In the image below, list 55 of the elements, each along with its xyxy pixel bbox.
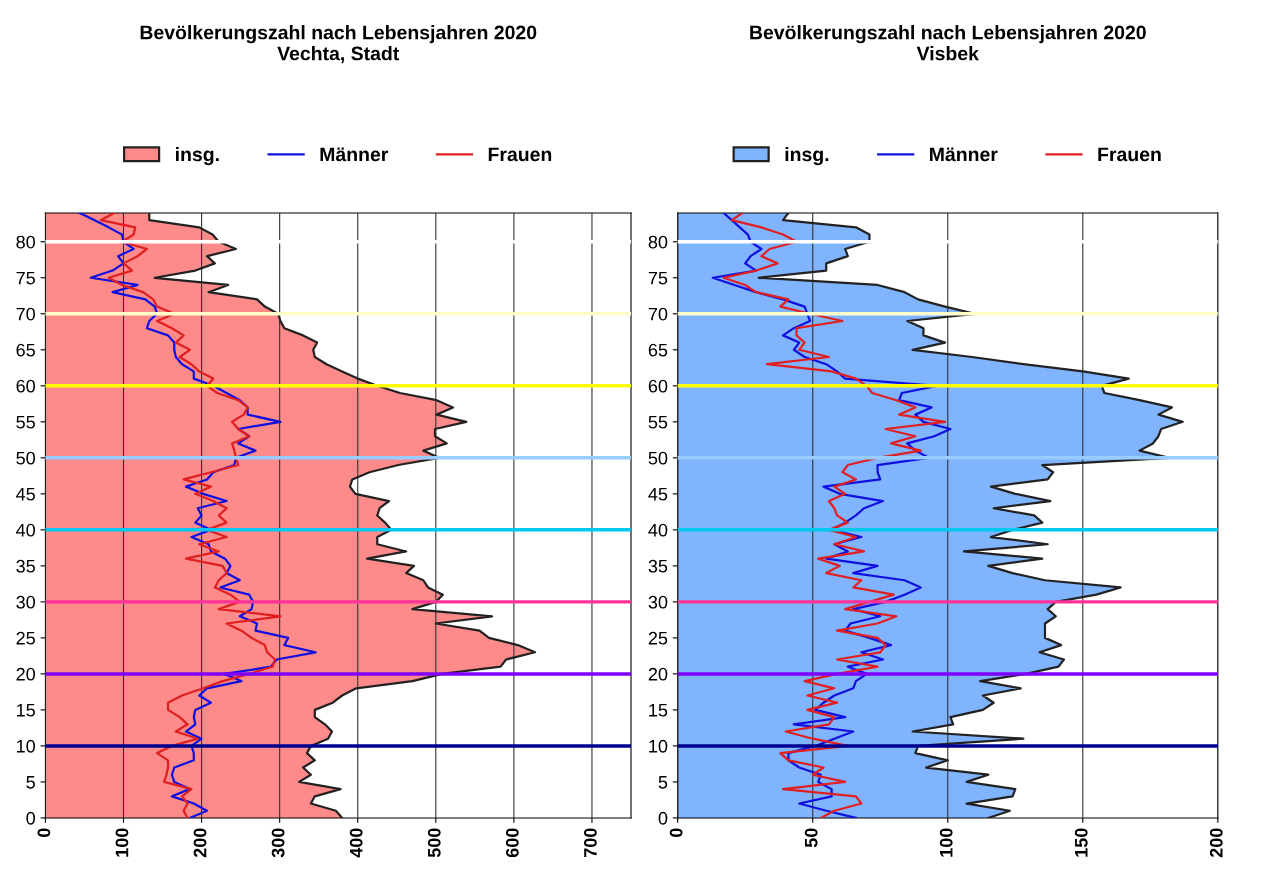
x-tick-label: 700 [584,828,597,858]
x-tick-label: 300 [271,828,285,858]
legend-label: Männer [320,147,389,162]
y-tick-label: 5 [658,776,668,789]
y-tick-label: 50 [648,451,668,465]
x-tick-label: 100 [115,828,129,857]
y-tick-label: 0 [658,811,668,825]
legend-label: insg. [785,146,829,166]
y-tick-label: 15 [649,704,668,717]
y-tick-label: 30 [16,595,36,609]
y-tick-label: 0 [26,811,35,825]
y-tick-label: 20 [16,667,36,681]
y-tick-label: 80 [648,235,668,249]
y-tick-label: 75 [16,271,35,285]
y-tick-label: 10 [649,739,668,753]
x-tick-label: 200 [1209,828,1223,858]
y-tick-label: 55 [648,415,668,429]
y-tick-label: 80 [16,235,36,249]
x-tick-label: 500 [427,828,441,858]
y-tick-label: 10 [17,739,36,753]
y-tick-label: 20 [648,667,668,681]
y-tick-label: 40 [648,523,668,537]
y-tick-label: 35 [16,559,35,573]
x-tick-label: 150 [1074,828,1088,857]
y-tick-label: 40 [16,523,36,537]
y-tick-label: 65 [16,343,35,357]
y-tick-label: 60 [648,379,668,393]
y-tick-label: 45 [16,487,35,501]
y-tick-label: 55 [16,415,35,429]
chart-title: Bevölkerungszahl nach Lebensjahren 2020 Vechta, Stadt [140,25,537,64]
y-tick-label: 75 [648,271,668,285]
legend-label: Frauen [488,147,552,162]
x-tick-label: 50 [804,828,818,848]
y-tick-label: 25 [16,631,35,645]
y-tick-label: 15 [17,704,35,717]
y-tick-label: 65 [648,343,668,357]
legend-label: Männer [930,147,998,162]
y-tick-label: 45 [648,487,668,501]
y-tick-label: 35 [648,559,668,573]
x-tick-label: 100 [939,828,953,857]
legend-label: insg. [176,146,219,166]
x-tick-label: 600 [505,828,519,858]
y-tick-label: 70 [648,307,668,321]
y-tick-label: 50 [16,451,36,465]
chart-title: Bevölkerungszahl nach Lebensjahren 2020 Visbek [750,25,1146,61]
y-tick-label: 25 [648,631,668,645]
x-tick-label: 0 [669,828,683,837]
x-tick-label: 200 [193,828,207,858]
y-tick-label: 60 [16,379,36,393]
legend-label: Frauen [1098,147,1161,162]
x-tick-label: 400 [349,828,363,858]
y-tick-label: 5 [26,776,35,789]
y-tick-label: 70 [16,307,36,321]
y-tick-label: 30 [648,595,668,609]
x-tick-label: 0 [37,828,51,837]
